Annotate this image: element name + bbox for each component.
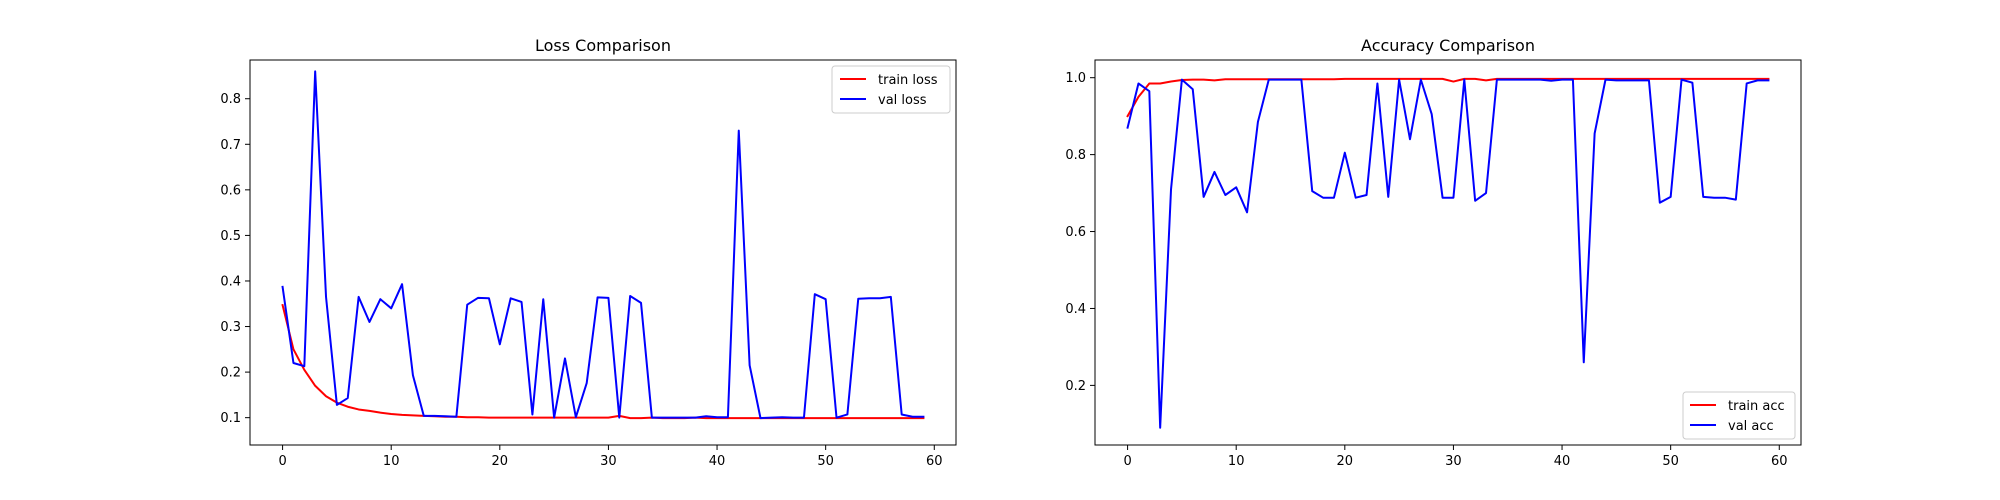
accuracy-x-tick-label: 40 (1554, 454, 1571, 469)
loss-legend-val-label: val loss (878, 93, 927, 108)
loss-x-tick-label: 0 (278, 454, 286, 469)
loss-x-tick-label: 50 (817, 454, 834, 469)
loss-y-tick-label: 0.5 (220, 229, 241, 244)
loss-x-tick-label: 20 (492, 454, 509, 469)
loss-y-tick-label: 0.3 (220, 320, 241, 335)
accuracy-series-val-acc-line (1126, 78, 1770, 429)
accuracy-x-tick-label: 30 (1445, 454, 1462, 469)
loss-x-tick-label: 40 (709, 454, 726, 469)
loss-legend-train-label: train loss (878, 73, 938, 88)
loss-legend-box (831, 65, 951, 114)
accuracy-y-tick-label: 0.8 (1065, 148, 1086, 163)
loss-y-tick-label: 0.1 (220, 411, 241, 426)
loss-plot-frame (249, 59, 957, 446)
accuracy-legend-train-label: train acc (1728, 399, 1785, 414)
accuracy-legend-val-label: val acc (1728, 419, 1774, 434)
loss-y-tick-label: 0.6 (220, 183, 241, 198)
accuracy-legend-box (1682, 391, 1796, 440)
accuracy-y-tick-label: 0.4 (1065, 302, 1086, 317)
loss-series-train-loss-line (281, 303, 925, 420)
loss-x-tick-label: 10 (383, 454, 400, 469)
loss-y-tick-label: 0.8 (220, 92, 241, 107)
loss-x-tick-label: 60 (926, 454, 943, 469)
loss-x-tick-label: 30 (600, 454, 617, 469)
accuracy-chart-title: Accuracy Comparison (1361, 36, 1535, 55)
accuracy-series-train-acc-line (1126, 77, 1770, 118)
loss-chart: Loss Comparison 0 10 20 30 40 50 60 0.1 0.2 0.3 0.… (220, 36, 957, 469)
accuracy-x-tick-label: 0 (1123, 454, 1131, 469)
loss-legend: train loss val loss (831, 65, 951, 114)
accuracy-x-tick-label: 60 (1771, 454, 1788, 469)
accuracy-y-tick-label: 0.6 (1065, 225, 1086, 240)
accuracy-y-tick-label: 0.2 (1065, 379, 1086, 394)
loss-y-tick-label: 0.4 (220, 274, 241, 289)
accuracy-x-tick-label: 20 (1337, 454, 1354, 469)
loss-y-tick-label: 0.2 (220, 366, 241, 381)
loss-series-val-loss-line (281, 70, 925, 420)
accuracy-plot-frame (1094, 59, 1802, 446)
loss-y-tick-label: 0.7 (220, 138, 241, 153)
accuracy-legend: train acc val acc (1682, 391, 1796, 440)
accuracy-y-tick-label: 1.0 (1065, 71, 1086, 86)
accuracy-x-tick-label: 10 (1228, 454, 1245, 469)
accuracy-chart: Accuracy Comparison 0 10 20 30 40 50 60 0.2 0.4 0… (1065, 36, 1802, 469)
loss-chart-title: Loss Comparison (535, 36, 671, 55)
accuracy-x-tick-label: 50 (1662, 454, 1679, 469)
